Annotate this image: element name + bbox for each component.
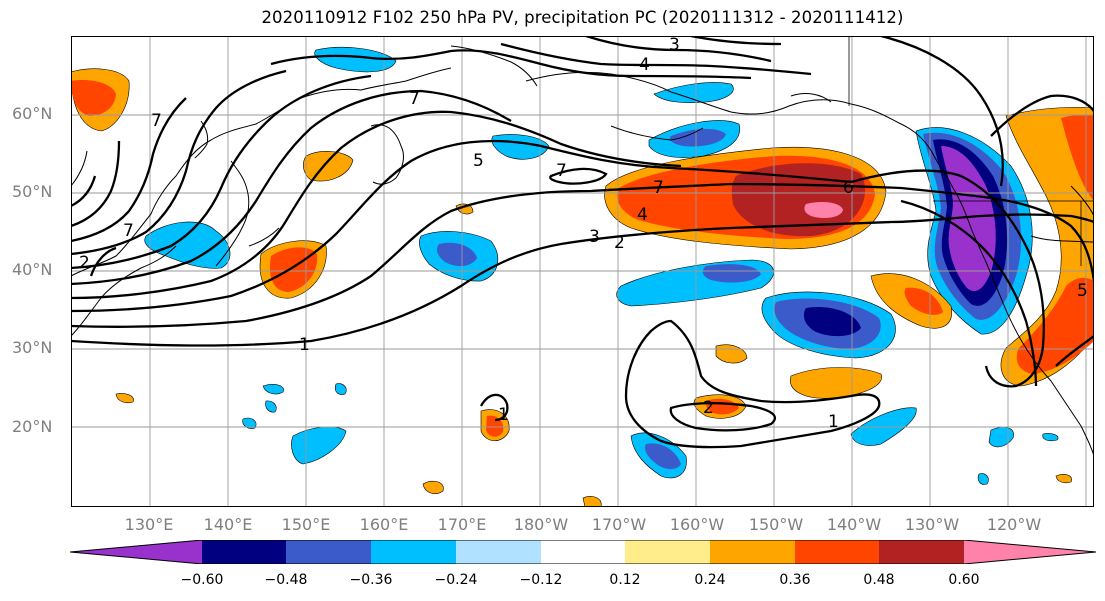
lon-label: 150°W bbox=[748, 515, 804, 534]
colorbar-tick-label: 0.24 bbox=[694, 572, 726, 588]
lat-label: 30°N bbox=[12, 338, 53, 357]
pv-contour-labels: 1 1 1 2 2 2 3 3 4 4 5 5 6 7 7 7 7 7 bbox=[79, 36, 1088, 432]
lon-label: 130°E bbox=[124, 515, 174, 534]
pv-label: 2 bbox=[614, 233, 625, 253]
lon-label: 140°E bbox=[203, 515, 253, 534]
colorbar-bin bbox=[964, 540, 1096, 564]
colorbar bbox=[70, 540, 1096, 564]
lon-label: 170°W bbox=[591, 515, 647, 534]
colorbar-bin bbox=[371, 540, 456, 564]
graticule bbox=[71, 36, 1094, 507]
pv-label: 6 bbox=[843, 178, 854, 198]
pv-label: 4 bbox=[639, 55, 650, 75]
pv-label: 7 bbox=[556, 161, 567, 181]
colorbar-bin bbox=[710, 540, 795, 564]
lon-label: 180°W bbox=[513, 515, 569, 534]
pv-label: 1 bbox=[299, 335, 310, 355]
colorbar-tick-label: −0.36 bbox=[349, 572, 393, 588]
map-svg: 1 1 1 2 2 2 3 3 4 4 5 5 6 7 7 7 7 7 bbox=[71, 36, 1094, 507]
lon-label: 160°W bbox=[669, 515, 725, 534]
colorbar-bin bbox=[286, 540, 371, 564]
coastlines bbox=[71, 45, 1094, 457]
pv-label: 7 bbox=[123, 221, 134, 241]
pv-contours bbox=[71, 36, 1094, 449]
pv-label: 3 bbox=[589, 227, 600, 247]
colorbar-tick-label: 0.36 bbox=[779, 572, 811, 588]
pv-label: 2 bbox=[79, 253, 90, 273]
lat-label: 50°N bbox=[12, 182, 53, 201]
pv-label: 5 bbox=[473, 151, 484, 171]
colorbar-tick-label: −0.60 bbox=[180, 572, 224, 588]
map-panel: 1 1 1 2 2 2 3 3 4 4 5 5 6 7 7 7 7 7 bbox=[71, 36, 1094, 507]
lat-label: 20°N bbox=[12, 417, 53, 436]
pv-label: 7 bbox=[409, 89, 420, 109]
pv-label: 3 bbox=[669, 36, 680, 55]
precipitation-shading bbox=[71, 46, 1094, 507]
colorbar-bin bbox=[541, 540, 625, 564]
lon-label: 130°W bbox=[904, 515, 960, 534]
colorbar-tick-label: −0.12 bbox=[519, 572, 563, 588]
colorbar-bin bbox=[70, 540, 202, 564]
lon-label: 150°E bbox=[281, 515, 331, 534]
pv-label: 5 bbox=[1077, 281, 1088, 301]
lon-label: 160°E bbox=[359, 515, 409, 534]
pv-label: 1 bbox=[498, 405, 509, 425]
colorbar-bin bbox=[202, 540, 286, 564]
colorbar-tick-label: −0.24 bbox=[434, 572, 478, 588]
lon-label: 170°E bbox=[437, 515, 487, 534]
colorbar-bin bbox=[625, 540, 710, 564]
pv-label: 4 bbox=[637, 205, 648, 225]
lat-label: 60°N bbox=[12, 104, 53, 123]
pv-label: 1 bbox=[828, 412, 839, 432]
pv-label: 2 bbox=[703, 398, 714, 418]
colorbar-bin bbox=[879, 540, 964, 564]
colorbar-tick-label: 0.48 bbox=[863, 572, 895, 588]
colorbar-tick-label: 0.60 bbox=[948, 572, 980, 588]
colorbar-bin bbox=[456, 540, 541, 564]
pv-label: 7 bbox=[151, 111, 162, 131]
pv-label: 7 bbox=[653, 178, 664, 198]
lat-label: 40°N bbox=[12, 260, 53, 279]
colorbar-tick-label: −0.48 bbox=[264, 572, 308, 588]
colorbar-tick-label: 0.12 bbox=[609, 572, 641, 588]
colorbar-bin bbox=[795, 540, 879, 564]
lon-label: 140°W bbox=[826, 515, 882, 534]
figure-title: 2020110912 F102 250 hPa PV, precipitatio… bbox=[261, 8, 904, 27]
lon-label: 120°W bbox=[986, 515, 1042, 534]
